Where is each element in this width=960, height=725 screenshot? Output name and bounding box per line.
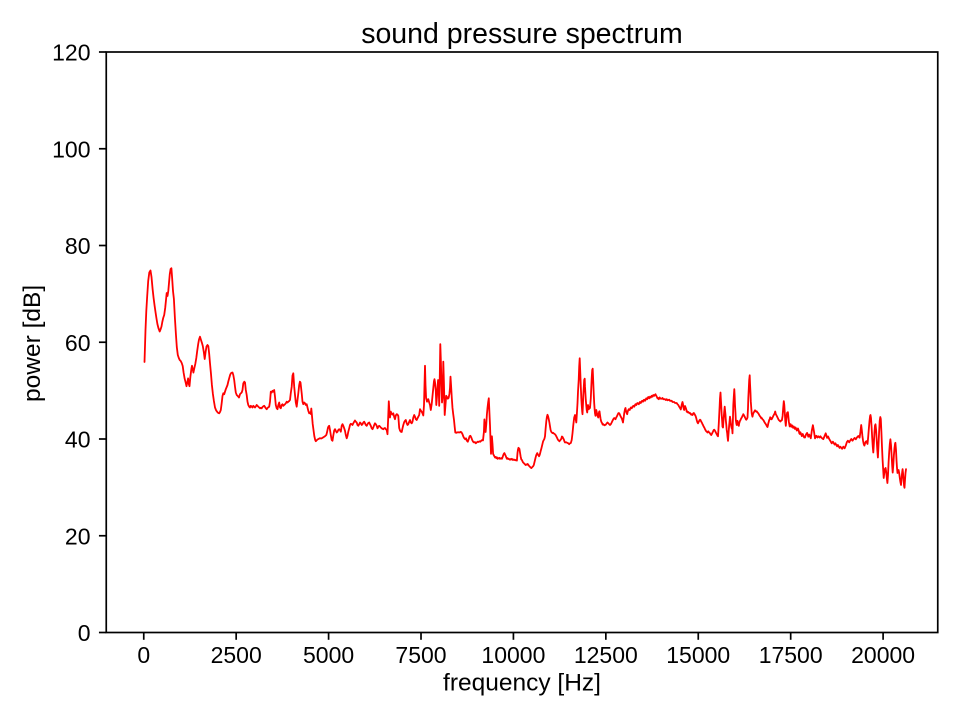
svg-text:frequency [Hz]: frequency [Hz] (443, 670, 601, 697)
svg-text:60: 60 (65, 330, 91, 356)
svg-text:10000: 10000 (481, 642, 545, 668)
svg-text:100: 100 (52, 136, 90, 162)
svg-text:120: 120 (52, 40, 90, 66)
svg-text:20: 20 (65, 523, 91, 549)
svg-text:80: 80 (65, 233, 91, 259)
svg-text:0: 0 (78, 620, 91, 646)
svg-text:5000: 5000 (303, 642, 354, 668)
svg-text:2500: 2500 (211, 642, 262, 668)
svg-text:power [dB]: power [dB] (19, 285, 46, 402)
svg-text:0: 0 (137, 642, 150, 668)
svg-text:40: 40 (65, 427, 91, 453)
svg-text:17500: 17500 (759, 642, 823, 668)
svg-text:7500: 7500 (395, 642, 446, 668)
svg-text:15000: 15000 (666, 642, 730, 668)
svg-text:sound pressure spectrum: sound pressure spectrum (361, 18, 683, 50)
svg-text:20000: 20000 (851, 642, 915, 668)
svg-text:12500: 12500 (574, 642, 638, 668)
